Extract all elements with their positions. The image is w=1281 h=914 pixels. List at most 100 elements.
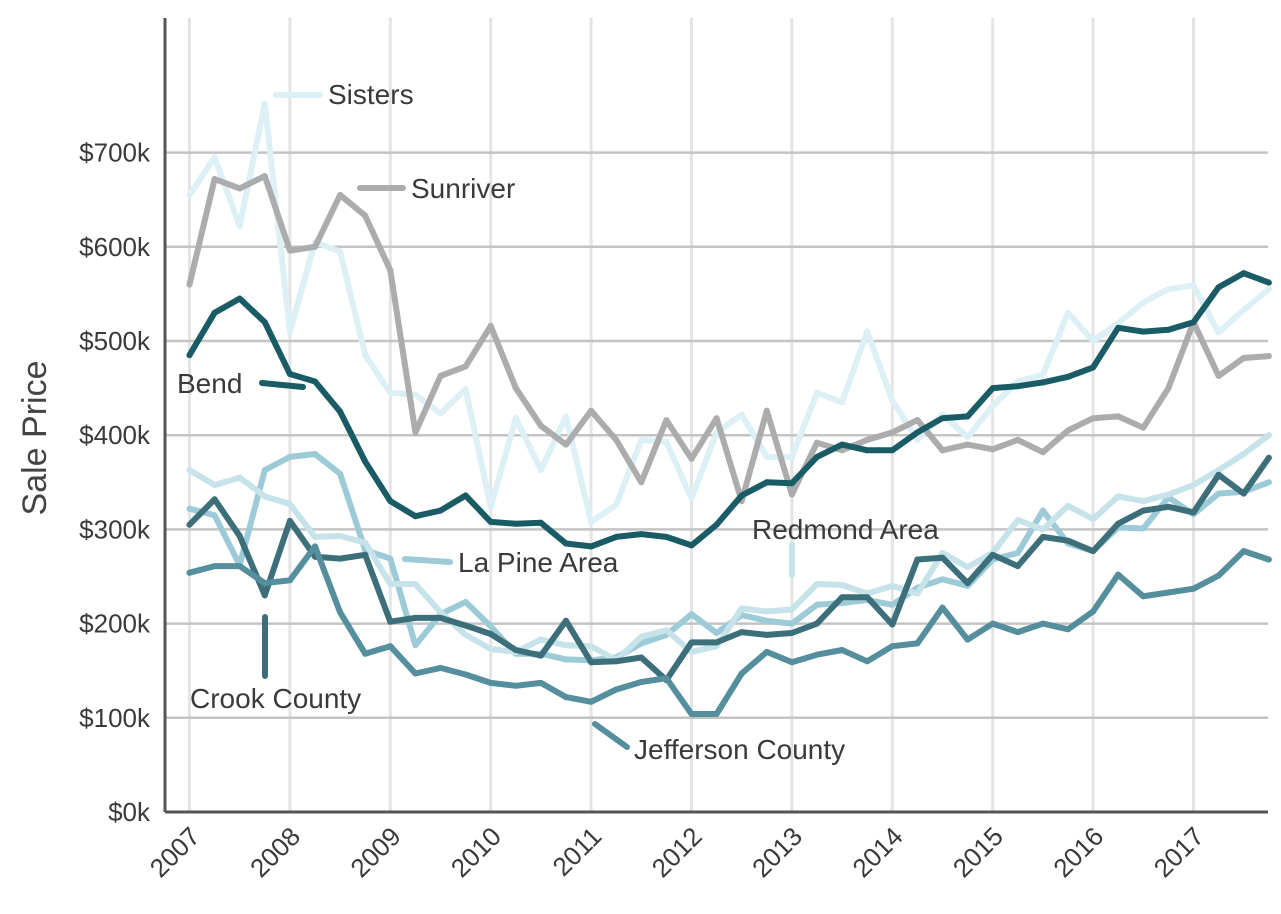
data-point [763,453,770,460]
series-line-crook-county [186,454,1272,684]
data-point [1215,329,1222,336]
data-point [688,611,695,618]
data-point [537,422,544,429]
data-point [839,646,846,653]
data-point [688,648,695,655]
data-point [1165,589,1172,596]
data-point [613,533,620,540]
data-point [989,402,996,409]
data-point [261,173,268,180]
data-point [537,467,544,474]
data-point [286,370,293,377]
data-point [312,243,318,250]
data-point [1265,479,1272,486]
data-point [362,212,369,219]
data-point [1065,626,1071,633]
data-point [537,652,544,659]
data-point [864,328,871,335]
data-point [1039,533,1046,540]
data-point [211,154,218,161]
data-point [236,563,243,570]
data-point [512,520,519,527]
data-point [337,191,344,198]
data-point [412,642,419,649]
data-point [1215,372,1222,379]
data-point [1215,490,1222,497]
data-point [563,642,569,649]
data-point [337,532,344,539]
data-point [1140,498,1147,505]
data-point [588,659,595,666]
data-point [788,606,795,613]
data-point [1190,482,1197,489]
data-point [713,639,720,646]
data-point [788,620,795,627]
data-point [738,629,745,636]
data-point [663,417,670,424]
data-point [387,267,394,274]
y-tick-label: $200k [79,609,151,639]
data-point [1190,282,1197,289]
data-point [1265,286,1272,293]
data-point [889,429,896,436]
data-point [236,223,243,230]
data-point [688,495,695,502]
data-point [964,434,971,441]
data-point [312,533,318,540]
data-point [1165,286,1172,293]
data-point [788,630,795,637]
data-point [563,441,569,448]
data-point [337,555,344,562]
data-point [788,491,795,498]
data-point [261,100,268,107]
data-point [1240,451,1247,458]
y-tick-label: $0k [108,797,151,827]
data-point [512,415,519,422]
data-point [839,594,846,601]
data-point [462,622,469,629]
series-line-redmond-area [186,432,1272,664]
data-point [763,608,770,615]
data-point [1215,284,1222,291]
data-point [663,533,670,540]
series-label-sunriver: Sunriver [411,173,515,204]
data-point [186,521,193,528]
data-point [1065,537,1071,544]
data-point [588,407,595,414]
data-point [1014,516,1021,523]
data-point [738,670,745,677]
data-point [889,643,896,650]
data-point [1140,328,1147,335]
data-point [939,576,946,583]
data-point [688,711,695,718]
data-point [814,620,820,627]
data-point [362,650,369,657]
data-point [286,500,293,507]
data-point [1265,279,1272,286]
x-tick-label: 2014 [846,821,908,883]
data-point [487,630,494,637]
data-point [889,447,896,454]
data-point [1265,556,1272,563]
data-point [537,519,544,526]
data-point [939,604,946,611]
data-point [286,453,293,460]
data-point [337,248,344,255]
data-point [211,482,218,489]
data-point [236,185,243,192]
data-point [663,627,670,634]
data-point [738,605,745,612]
data-point [1065,427,1071,434]
y-axis-label: Sale Price [16,361,54,516]
data-point [663,675,670,682]
data-point [914,590,921,597]
data-point [236,295,243,302]
data-point [1240,548,1247,555]
data-point [1039,379,1046,386]
data-point [638,654,645,661]
data-point [1265,454,1272,461]
data-point [261,592,268,599]
data-point [1140,525,1147,532]
data-point [412,513,419,520]
data-point [487,679,494,686]
